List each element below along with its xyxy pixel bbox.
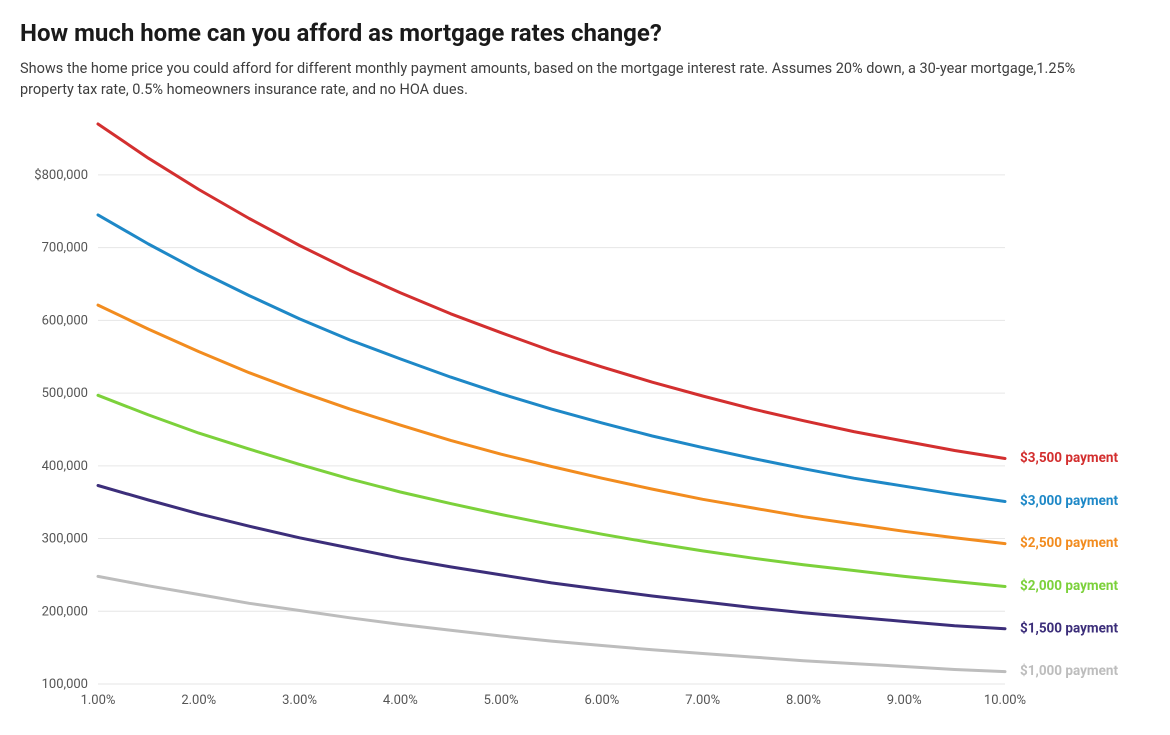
y-axis-tick-label: 300,000 [42, 532, 88, 547]
chart-title: How much home can you afford as mortgage… [20, 18, 1150, 48]
page: How much home can you afford as mortgage… [0, 0, 1170, 735]
series-legend-label: $3,000 payment [1020, 493, 1118, 509]
series-line [98, 305, 1005, 543]
y-axis-tick-label: 600,000 [42, 313, 88, 328]
y-axis-tick-label: 700,000 [42, 241, 88, 256]
y-axis-tick-label: $800,000 [34, 168, 88, 183]
y-axis-tick-label: 500,000 [42, 386, 88, 401]
x-axis-tick-label: 1.00% [81, 693, 116, 708]
x-axis-tick-label: 4.00% [383, 693, 418, 708]
y-axis-tick-label: 200,000 [42, 604, 88, 619]
series-line [98, 486, 1005, 629]
series-legend-label: $1,500 payment [1020, 620, 1118, 636]
x-axis-tick-label: 6.00% [584, 693, 619, 708]
x-axis-tick-label: 9.00% [887, 693, 922, 708]
y-axis-tick-label: 100,000 [42, 677, 88, 692]
chart-subtitle: Shows the home price you could afford fo… [20, 58, 1100, 100]
series-legend-label: $3,500 payment [1020, 450, 1118, 466]
y-axis-tick-label: 400,000 [42, 459, 88, 474]
x-axis-tick-label: 8.00% [786, 693, 821, 708]
x-axis-tick-label: 5.00% [484, 693, 519, 708]
series-line [98, 576, 1005, 671]
series-line [98, 215, 1005, 502]
x-axis-tick-label: 2.00% [181, 693, 216, 708]
series-line [98, 395, 1005, 586]
x-axis-tick-label: 3.00% [282, 693, 317, 708]
x-axis-tick-label: 10.00% [984, 693, 1026, 708]
series-legend-label: $2,500 payment [1020, 535, 1118, 551]
chart-container: 100,000 200,000 300,000 400,000 500,000 600,0… [20, 114, 1140, 714]
series-legend-label: $1,000 payment [1020, 663, 1118, 679]
x-axis-tick-label: 7.00% [685, 693, 720, 708]
series-legend-label: $2,000 payment [1020, 578, 1118, 594]
affordability-line-chart: 100,000 200,000 300,000 400,000 500,000 600,0… [20, 114, 1140, 714]
